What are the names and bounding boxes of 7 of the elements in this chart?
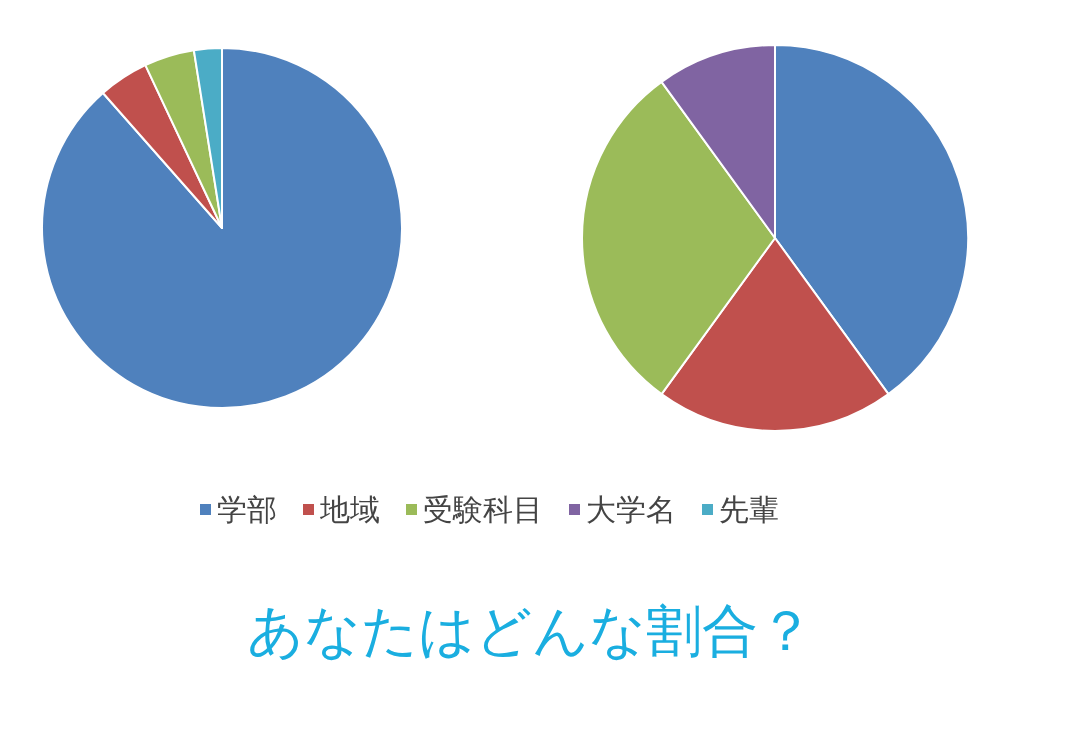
- legend-label: 先輩: [719, 492, 779, 527]
- legend-label: 地域: [319, 492, 380, 527]
- legend-label: 学部: [217, 492, 277, 527]
- legend-label: 受験科目: [423, 492, 543, 527]
- text: あなたはどんな割合？: [246, 598, 814, 663]
- pie-slice: [41, 47, 403, 409]
- legend-label: 大学名: [586, 492, 676, 527]
